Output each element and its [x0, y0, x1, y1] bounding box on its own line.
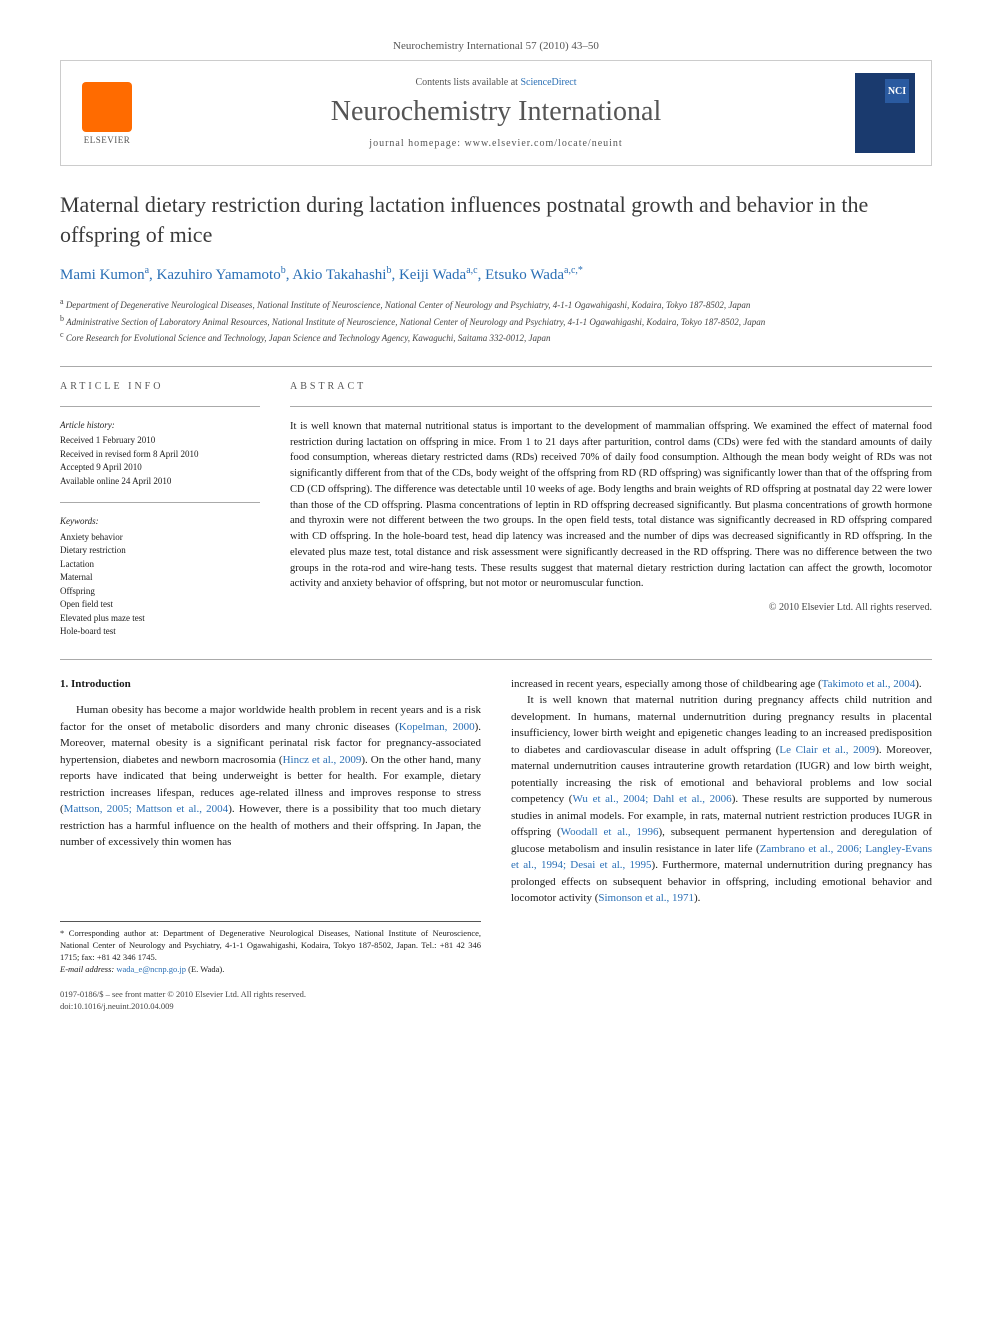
history-heading: Article history:	[60, 419, 260, 433]
divider	[60, 406, 260, 407]
footer-meta: 0197-0186/$ – see front matter © 2010 El…	[60, 989, 481, 1013]
body-paragraph: increased in recent years, especially am…	[511, 676, 932, 693]
contents-text: Contents lists available at	[415, 77, 520, 88]
keyword-item: Hole-board test	[60, 625, 260, 639]
abstract-text: It is well known that maternal nutrition…	[290, 419, 932, 592]
keyword-item: Anxiety behavior	[60, 531, 260, 545]
journal-cover-thumbnail: NCI	[855, 73, 915, 153]
keyword-item: Elevated plus maze test	[60, 612, 260, 626]
keyword-item: Maternal	[60, 571, 260, 585]
citation-link[interactable]: Wu et al., 2004; Dahl et al., 2006	[572, 793, 731, 805]
body-paragraph: Human obesity has become a major worldwi…	[60, 702, 481, 851]
author-name[interactable]: Mami Kumon	[60, 267, 145, 283]
citation-link[interactable]: Woodall et al., 1996	[561, 826, 659, 838]
author-affil-sup: a	[145, 265, 149, 276]
author-affil-sup: a,c	[466, 265, 477, 276]
email-line: E-mail address: wada_e@ncnp.go.jp (E. Wa…	[60, 964, 481, 976]
copyright-line: © 2010 Elsevier Ltd. All rights reserved…	[290, 600, 932, 615]
history-item: Accepted 9 April 2010	[60, 461, 260, 475]
contents-available-line: Contents lists available at ScienceDirec…	[153, 77, 839, 88]
keyword-item: Lactation	[60, 558, 260, 572]
author-affil-sup: a,c,*	[564, 265, 583, 276]
author-name[interactable]: Akio Takahashi	[292, 267, 386, 283]
affil-text: Core Research for Evolutional Science an…	[66, 333, 551, 343]
author-name[interactable]: Kazuhiro Yamamoto	[157, 267, 281, 283]
body-columns: 1. Introduction Human obesity has become…	[60, 676, 932, 1013]
author-affil-sup: b	[281, 265, 286, 276]
sciencedirect-link[interactable]: ScienceDirect	[520, 77, 576, 88]
header-center: Contents lists available at ScienceDirec…	[153, 77, 839, 149]
history-item: Available online 24 April 2010	[60, 475, 260, 489]
affiliation-item: c Core Research for Evolutional Science …	[60, 329, 932, 346]
keyword-item: Open field test	[60, 598, 260, 612]
divider	[60, 366, 932, 367]
author-list: Mami Kumona, Kazuhiro Yamamotob, Akio Ta…	[60, 265, 932, 284]
email-label: E-mail address:	[60, 964, 116, 974]
body-text: ).	[915, 678, 921, 690]
body-text: ).	[694, 892, 700, 904]
history-item: Received 1 February 2010	[60, 434, 260, 448]
abstract-heading: ABSTRACT	[290, 379, 932, 394]
citation-link[interactable]: Mattson, 2005; Mattson et al., 2004	[64, 803, 229, 815]
divider	[60, 502, 260, 503]
citation-link[interactable]: Simonson et al., 1971	[598, 892, 694, 904]
keywords-block: Keywords: Anxiety behavior Dietary restr…	[60, 502, 260, 639]
article-info-heading: ARTICLE INFO	[60, 379, 260, 394]
citation-link[interactable]: Hincz et al., 2009	[283, 754, 362, 766]
affil-label: a	[60, 297, 64, 306]
citation-link[interactable]: Takimoto et al., 2004	[822, 678, 916, 690]
affiliation-item: a Department of Degenerative Neurologica…	[60, 296, 932, 313]
publisher-name: ELSEVIER	[84, 135, 131, 145]
affiliation-list: a Department of Degenerative Neurologica…	[60, 296, 932, 346]
journal-cover-badge: NCI	[885, 79, 909, 103]
intro-heading: 1. Introduction	[60, 676, 481, 693]
citation-line: Neurochemistry International 57 (2010) 4…	[60, 40, 932, 52]
abstract-column: ABSTRACT It is well known that maternal …	[290, 379, 932, 639]
author-name[interactable]: Keiji Wada	[399, 267, 466, 283]
corresponding-text: * Corresponding author at: Department of…	[60, 928, 481, 964]
keyword-item: Offspring	[60, 585, 260, 599]
elsevier-tree-icon	[82, 82, 132, 132]
body-text: increased in recent years, especially am…	[511, 678, 822, 690]
affil-label: b	[60, 314, 64, 323]
journal-header-box: ELSEVIER Contents lists available at Sci…	[60, 60, 932, 166]
doi-line: doi:10.1016/j.neuint.2010.04.009	[60, 1001, 481, 1013]
publisher-logo: ELSEVIER	[77, 78, 137, 148]
divider	[60, 659, 932, 660]
article-title: Maternal dietary restriction during lact…	[60, 190, 932, 249]
body-column-left: 1. Introduction Human obesity has become…	[60, 676, 481, 1013]
keyword-item: Dietary restriction	[60, 544, 260, 558]
affil-label: c	[60, 330, 64, 339]
author-affil-sup: b	[386, 265, 391, 276]
body-paragraph: It is well known that maternal nutrition…	[511, 692, 932, 907]
affil-text: Administrative Section of Laboratory Ani…	[66, 317, 765, 327]
info-abstract-row: ARTICLE INFO Article history: Received 1…	[60, 379, 932, 639]
page-container: Neurochemistry International 57 (2010) 4…	[0, 0, 992, 1053]
email-link[interactable]: wada_e@ncnp.go.jp	[116, 964, 186, 974]
article-info-column: ARTICLE INFO Article history: Received 1…	[60, 379, 260, 639]
keywords-heading: Keywords:	[60, 515, 260, 529]
affil-text: Department of Degenerative Neurological …	[66, 300, 751, 310]
citation-link[interactable]: Kopelman, 2000	[399, 721, 475, 733]
citation-link[interactable]: Le Clair et al., 2009	[779, 744, 875, 756]
affiliation-item: b Administrative Section of Laboratory A…	[60, 313, 932, 330]
body-column-right: increased in recent years, especially am…	[511, 676, 932, 1013]
author-name[interactable]: Etsuko Wada	[485, 267, 564, 283]
history-item: Received in revised form 8 April 2010	[60, 448, 260, 462]
front-matter-line: 0197-0186/$ – see front matter © 2010 El…	[60, 989, 481, 1001]
journal-name: Neurochemistry International	[153, 96, 839, 128]
corresponding-footnote: * Corresponding author at: Department of…	[60, 921, 481, 976]
journal-homepage: journal homepage: www.elsevier.com/locat…	[153, 138, 839, 149]
divider	[290, 406, 932, 407]
email-name: (E. Wada).	[186, 964, 224, 974]
